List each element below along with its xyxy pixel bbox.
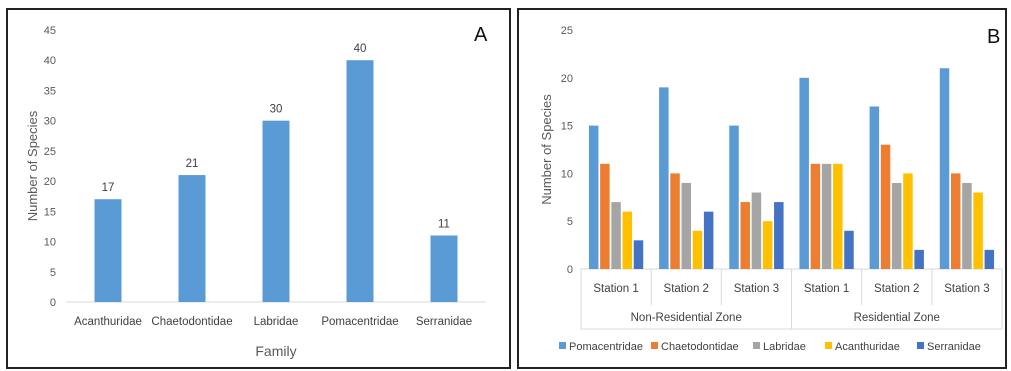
bar-chaetodontidae — [740, 202, 750, 269]
legend-label: Acanthuridae — [835, 341, 900, 353]
data-label: 17 — [102, 182, 115, 194]
bar-pomacentridae — [659, 87, 669, 269]
bar-labridae — [681, 182, 691, 269]
chart-b-svg: 0 5 10 15 20 25 Station 1 Station 2 Station 3 Sta… — [539, 25, 1003, 353]
bar-pomacentridae — [729, 125, 739, 269]
bar-acanthuridae — [622, 211, 633, 269]
bar — [430, 235, 458, 302]
data-label: 30 — [270, 104, 283, 116]
x-axis-label: Family — [255, 343, 296, 359]
x-tick-label: Station 3 — [944, 283, 989, 295]
y-tick-label: 35 — [44, 85, 56, 97]
legend-swatch — [825, 342, 832, 349]
y-tick-label: 5 — [50, 267, 56, 279]
bar-serranidae — [914, 249, 924, 269]
bar-chaetodontidae — [950, 173, 961, 269]
legend-swatch — [917, 342, 924, 349]
y-tick-label: 0 — [567, 264, 573, 276]
bar-serranidae — [633, 240, 644, 269]
chart-panel-b: 0 5 10 15 20 25 Station 1 Station 2 Station 3 Sta… — [517, 8, 1007, 369]
bar-pomacentridae — [939, 68, 950, 269]
bar-acanthuridae — [973, 192, 983, 269]
bar — [178, 175, 206, 302]
bar-acanthuridae — [762, 221, 773, 269]
y-tick-label: 10 — [44, 237, 56, 249]
y-tick-label: 20 — [44, 176, 56, 188]
bar-acanthuridae — [692, 230, 703, 269]
legend-swatch — [753, 342, 760, 349]
bar-serranidae — [984, 249, 995, 269]
data-label: 11 — [438, 219, 450, 231]
bar-chaetodontidae — [880, 144, 891, 269]
legend-swatch — [559, 342, 566, 349]
bar-pomacentridae — [869, 106, 880, 269]
bar-serranidae — [774, 202, 784, 269]
bar-chaetodontidae — [600, 163, 610, 269]
data-label: 21 — [186, 158, 199, 170]
panel-label-a: A — [474, 24, 488, 46]
bar-serranidae — [703, 211, 714, 269]
y-tick-label: 25 — [44, 146, 56, 158]
bar-pomacentridae — [799, 77, 809, 269]
y-tick-label: 20 — [561, 73, 573, 85]
legend-label: Pomacentridae — [569, 341, 643, 353]
y-axis-label: Number of Species — [25, 110, 40, 221]
bar — [346, 60, 374, 302]
y-tick-label: 45 — [44, 25, 56, 37]
bar-labridae — [611, 202, 621, 269]
x-tick-label: Pomacentridae — [321, 316, 398, 328]
y-tick-label: 0 — [50, 297, 56, 309]
x-tick-label: Station 2 — [664, 283, 709, 295]
x-tick-label: Chaetodontidae — [151, 316, 232, 328]
y-tick-label: 40 — [44, 55, 56, 67]
chart-panel-a: 0 5 10 15 20 25 30 35 40 45 17 Acanthuridae 21 Chaeto… — [6, 8, 511, 369]
x-tick-label: Station 1 — [593, 283, 638, 295]
y-tick-label: 10 — [561, 168, 573, 180]
bar-acanthuridae — [903, 173, 913, 269]
legend-label: Serranidae — [927, 341, 981, 353]
bar-chaetodontidae — [670, 173, 680, 269]
y-tick-label: 25 — [561, 25, 573, 37]
y-tick-label: 30 — [44, 116, 56, 128]
panel-label-b: B — [987, 26, 1001, 48]
x-tick-label: Serranidae — [416, 316, 472, 328]
bar-labridae — [892, 182, 902, 269]
x-tick-label: Station 3 — [734, 283, 779, 295]
group-label: Residential Zone — [854, 312, 940, 324]
bar — [262, 120, 290, 303]
y-tick-label: 15 — [561, 121, 573, 133]
x-tick-label: Labridae — [254, 316, 299, 328]
x-tick-label: Station 2 — [874, 283, 919, 295]
group-label: Non-Residential Zone — [631, 312, 742, 324]
x-tick-label: Acanthuridae — [74, 316, 142, 328]
chart-a-svg: 0 5 10 15 20 25 30 35 40 45 17 Acanthuridae 21 Chaeto… — [25, 25, 486, 359]
bar-chaetodontidae — [810, 163, 821, 269]
bar — [94, 199, 122, 302]
bar-labridae — [751, 192, 762, 269]
bar-pomacentridae — [588, 125, 599, 269]
data-label: 40 — [354, 43, 367, 55]
bar-labridae — [821, 163, 832, 269]
legend-swatch — [651, 342, 658, 349]
y-tick-label: 15 — [44, 206, 56, 218]
x-tick-label: Station 1 — [804, 283, 849, 295]
y-axis-label: Number of Species — [539, 94, 554, 205]
legend-label: Labridae — [763, 341, 806, 353]
bar-labridae — [962, 182, 972, 269]
bar-serranidae — [844, 230, 854, 269]
legend-label: Chaetodontidae — [661, 341, 739, 353]
bar-acanthuridae — [833, 163, 843, 269]
y-tick-label: 5 — [567, 216, 573, 228]
